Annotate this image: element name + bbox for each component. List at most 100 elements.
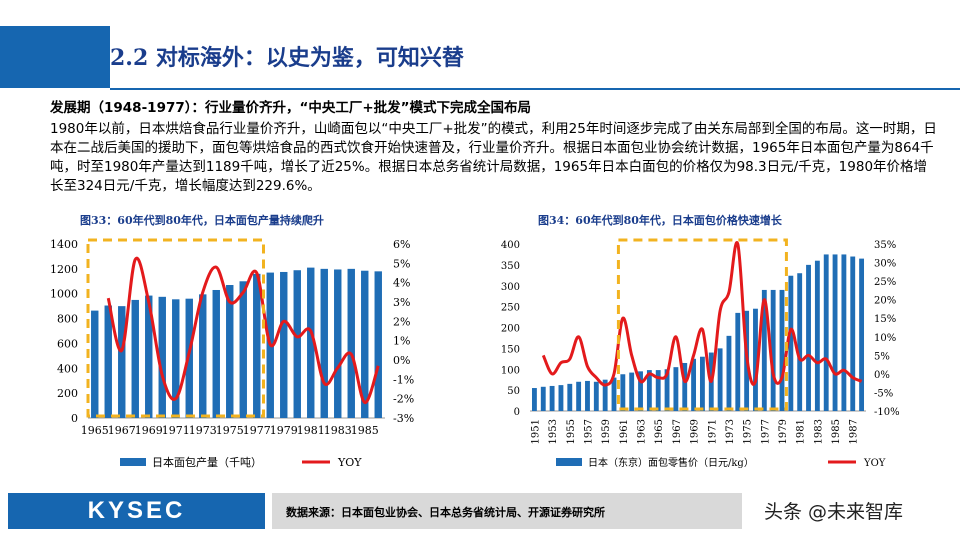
y-right-tick-label: 4% — [393, 277, 410, 290]
bar — [646, 370, 652, 411]
y-left-tick-label: 50 — [507, 386, 520, 397]
y-right-tick-label: 2% — [393, 315, 410, 328]
data-source-bar: 数据来源：日本面包业协会、日本总务省统计局、开源证券研究所 — [272, 493, 742, 529]
bar — [576, 381, 582, 411]
y-right-tick-label: 0% — [393, 354, 410, 367]
bar — [540, 386, 546, 411]
bar — [797, 273, 803, 411]
y-left-tick-label: 200 — [501, 324, 520, 335]
yoy-line — [106, 256, 380, 405]
chart-bread-production: 0 200 400 600 800 1000 1200 1400 -3% -2% -1% 0% 1% 2%… — [50, 238, 414, 469]
bar — [823, 254, 829, 411]
yoy-line — [541, 241, 863, 387]
legend-line-label: YOY — [863, 458, 886, 469]
x-tick-label: 1981 — [796, 419, 807, 444]
x-tick-label: 1959 — [601, 419, 612, 444]
highlight-box — [616, 238, 788, 411]
y-right-tick-label: 10% — [874, 333, 896, 344]
bar — [629, 372, 635, 411]
bar — [567, 383, 573, 411]
x-tick-label: 1969 — [135, 424, 163, 437]
x-tick-label: 1971 — [707, 419, 718, 444]
bar — [549, 385, 555, 411]
bar — [320, 268, 328, 418]
bar — [334, 269, 342, 418]
watermark: 头条 @未来智库 — [764, 501, 904, 523]
bar — [620, 374, 626, 411]
bar — [806, 264, 811, 411]
bar — [158, 296, 166, 418]
brand-logo: KYSEC — [8, 493, 265, 529]
y-left-tick-label: 400 — [57, 362, 78, 375]
x-tick-label: 1973 — [725, 419, 736, 444]
bar — [131, 299, 139, 418]
bar — [735, 312, 741, 411]
bar — [347, 268, 355, 418]
y-right-tick-label: -3% — [393, 412, 414, 425]
bar — [655, 370, 661, 411]
y-right-tick-label: -10% — [874, 407, 900, 418]
bar — [293, 270, 301, 418]
y-right-tick-label: 5% — [874, 351, 890, 362]
bar — [602, 379, 608, 411]
x-tick-label: 1985 — [831, 419, 842, 444]
bar — [726, 335, 732, 411]
bar — [717, 348, 723, 411]
bar — [558, 385, 564, 411]
bar — [638, 371, 643, 411]
y-right-tick-label: 15% — [874, 314, 896, 325]
bar — [239, 281, 247, 418]
bar — [145, 295, 153, 418]
x-tick-label: 1977 — [760, 419, 771, 444]
header-accent-bar — [0, 26, 110, 88]
y-right-tick-label: 30% — [874, 259, 896, 270]
bar — [788, 275, 794, 411]
legend-line-label: YOY — [337, 456, 362, 469]
x-tick-label: 1985 — [351, 424, 379, 437]
bar — [361, 270, 369, 418]
y-right-tick-label: -2% — [393, 393, 414, 406]
title-divider — [110, 88, 960, 90]
x-tick-label: 1975 — [216, 424, 244, 437]
y-right-tick-label: -1% — [393, 373, 414, 386]
legend-bar-label: 日本面包产量（千吨） — [152, 455, 262, 469]
page-title: 2.2 对标海外：以史为鉴，可知兴替 — [110, 45, 464, 71]
y-left-tick-label: 150 — [501, 344, 520, 355]
bar — [673, 367, 679, 411]
bar — [859, 258, 865, 411]
data-source-text: 数据来源：日本面包业协会、日本总务省统计局、开源证券研究所 — [286, 506, 605, 519]
y-left-tick-label: 300 — [501, 282, 520, 293]
bar — [280, 271, 288, 418]
y-right-tick-label: 3% — [393, 296, 410, 309]
y-left-tick-label: 1200 — [50, 263, 78, 276]
bar — [699, 356, 705, 411]
y-right-tick-label: 0% — [874, 370, 890, 381]
x-tick-label: 1961 — [619, 419, 630, 444]
y-left-tick-label: 400 — [501, 240, 520, 251]
bar — [753, 308, 758, 411]
x-tick-label: 1987 — [849, 419, 860, 444]
y-left-tick-label: 1000 — [50, 288, 78, 301]
y-right-tick-label: 25% — [874, 277, 896, 288]
y-right-tick-label: 6% — [393, 238, 410, 251]
x-tick-label: 1963 — [637, 419, 648, 444]
bar — [841, 254, 847, 411]
y-left-tick-label: 350 — [501, 261, 520, 272]
x-tick-label: 1971 — [162, 424, 190, 437]
x-tick-label: 1965 — [81, 424, 109, 437]
x-tick-label: 1953 — [548, 419, 559, 444]
y-left-tick-label: 600 — [57, 337, 78, 350]
y-right-tick-label: 20% — [874, 296, 896, 307]
section-heading: 发展期（1948-1977）：行业量价齐升，“中央工厂+批发”模式下完成全国布局 — [50, 100, 532, 116]
x-tick-label: 1975 — [743, 419, 754, 444]
bar — [199, 294, 207, 418]
x-tick-label: 1965 — [654, 419, 665, 444]
bar — [770, 289, 776, 411]
legend-bar-swatch — [120, 458, 146, 466]
x-tick-label: 1957 — [583, 419, 594, 444]
body-paragraph: 1980年以前，日本烘焙食品行业量价齐升，山崎面包以“中央工厂+批发”的模式，利… — [50, 121, 937, 194]
x-tick-label: 1977 — [243, 424, 271, 437]
bar — [212, 289, 220, 418]
x-tick-label: 1973 — [189, 424, 217, 437]
x-tick-label: 1951 — [530, 419, 541, 444]
